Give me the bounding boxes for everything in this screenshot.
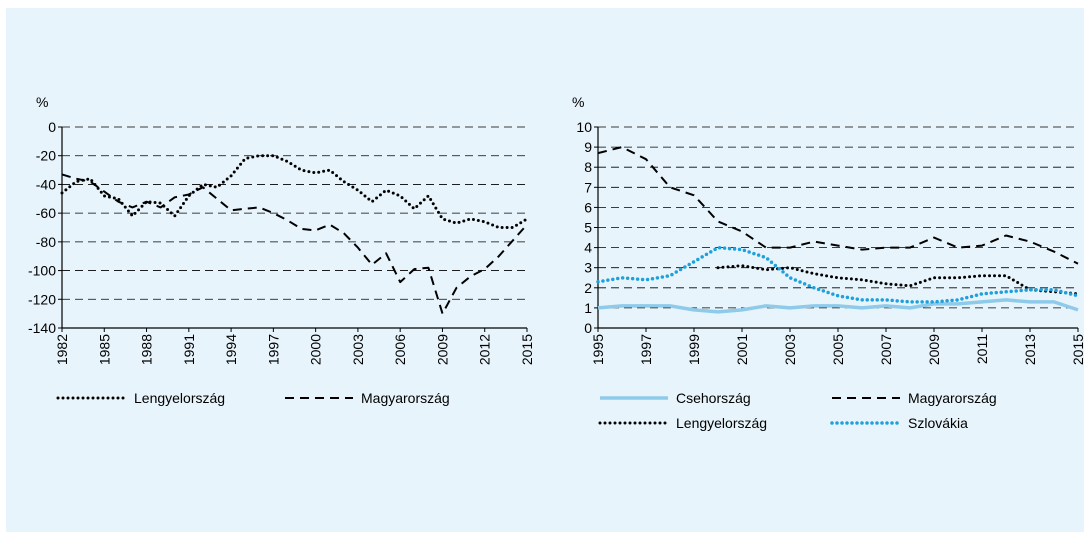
y-tick-label: 3: [584, 260, 592, 276]
series-line: [61, 173, 528, 315]
x-tick-label: 2003: [782, 334, 798, 365]
y-tick-label: -120: [28, 291, 56, 307]
x-tick-label: 1994: [223, 334, 239, 365]
y-tick-label: 5: [584, 220, 592, 236]
x-tick-label: 1999: [686, 334, 702, 365]
legend-label: Magyarország: [908, 390, 997, 406]
legend-label: Szlovákia: [908, 415, 968, 431]
y-tick-label: 2: [584, 280, 592, 296]
y-axis-label: %: [572, 94, 584, 110]
y-tick-label: 1: [584, 300, 592, 316]
x-tick-label: 2006: [392, 334, 408, 365]
x-tick-label: 2012: [477, 334, 493, 365]
legend-label: Lengyelország: [134, 390, 225, 406]
x-tick-label: 1997: [638, 334, 654, 365]
x-tick-label: 2001: [734, 334, 750, 365]
x-tick-label: 2013: [1022, 334, 1038, 365]
x-tick-label: 2015: [1070, 334, 1086, 365]
legend-label: Magyarország: [361, 390, 450, 406]
x-tick-label: 1982: [54, 334, 70, 365]
x-tick-label: 2003: [350, 334, 366, 365]
y-tick-label: 0: [48, 119, 56, 135]
x-tick-label: 2005: [830, 334, 846, 365]
legend-label: Lengyelország: [676, 415, 767, 431]
x-tick-label: 1988: [139, 334, 155, 365]
y-tick-label: 7: [584, 179, 592, 195]
x-tick-label: 2007: [878, 334, 894, 365]
y-tick-label: 10: [576, 119, 592, 135]
y-tick-label: 4: [584, 240, 592, 256]
y-tick-label: 9: [584, 139, 592, 155]
y-tick-label: 6: [584, 199, 592, 215]
x-tick-label: 2009: [434, 334, 450, 365]
y-tick-label: 8: [584, 159, 592, 175]
series-line: [597, 298, 1079, 314]
y-tick-label: -140: [28, 320, 56, 336]
x-tick-label: 1985: [96, 334, 112, 365]
y-tick-label: 0: [584, 320, 592, 336]
y-tick-label: -100: [28, 263, 56, 279]
x-tick-label: 2011: [974, 334, 990, 364]
background: [6, 8, 1084, 532]
x-tick-label: 1997: [265, 334, 281, 365]
y-tick-label: -60: [36, 205, 56, 221]
x-tick-label: 2009: [926, 334, 942, 365]
x-tick-label: 1995: [590, 334, 606, 365]
y-tick-label: -40: [36, 176, 56, 192]
x-tick-label: 1991: [181, 334, 197, 365]
x-tick-label: 2000: [308, 334, 324, 365]
y-axis-label: %: [36, 94, 48, 110]
y-tick-label: -20: [36, 148, 56, 164]
series-line: [597, 146, 1079, 265]
y-tick-label: -80: [36, 234, 56, 250]
series-line: [596, 245, 1080, 304]
x-tick-label: 2015: [519, 334, 535, 365]
legend-label: Csehország: [676, 390, 751, 406]
series-line: [60, 154, 529, 229]
